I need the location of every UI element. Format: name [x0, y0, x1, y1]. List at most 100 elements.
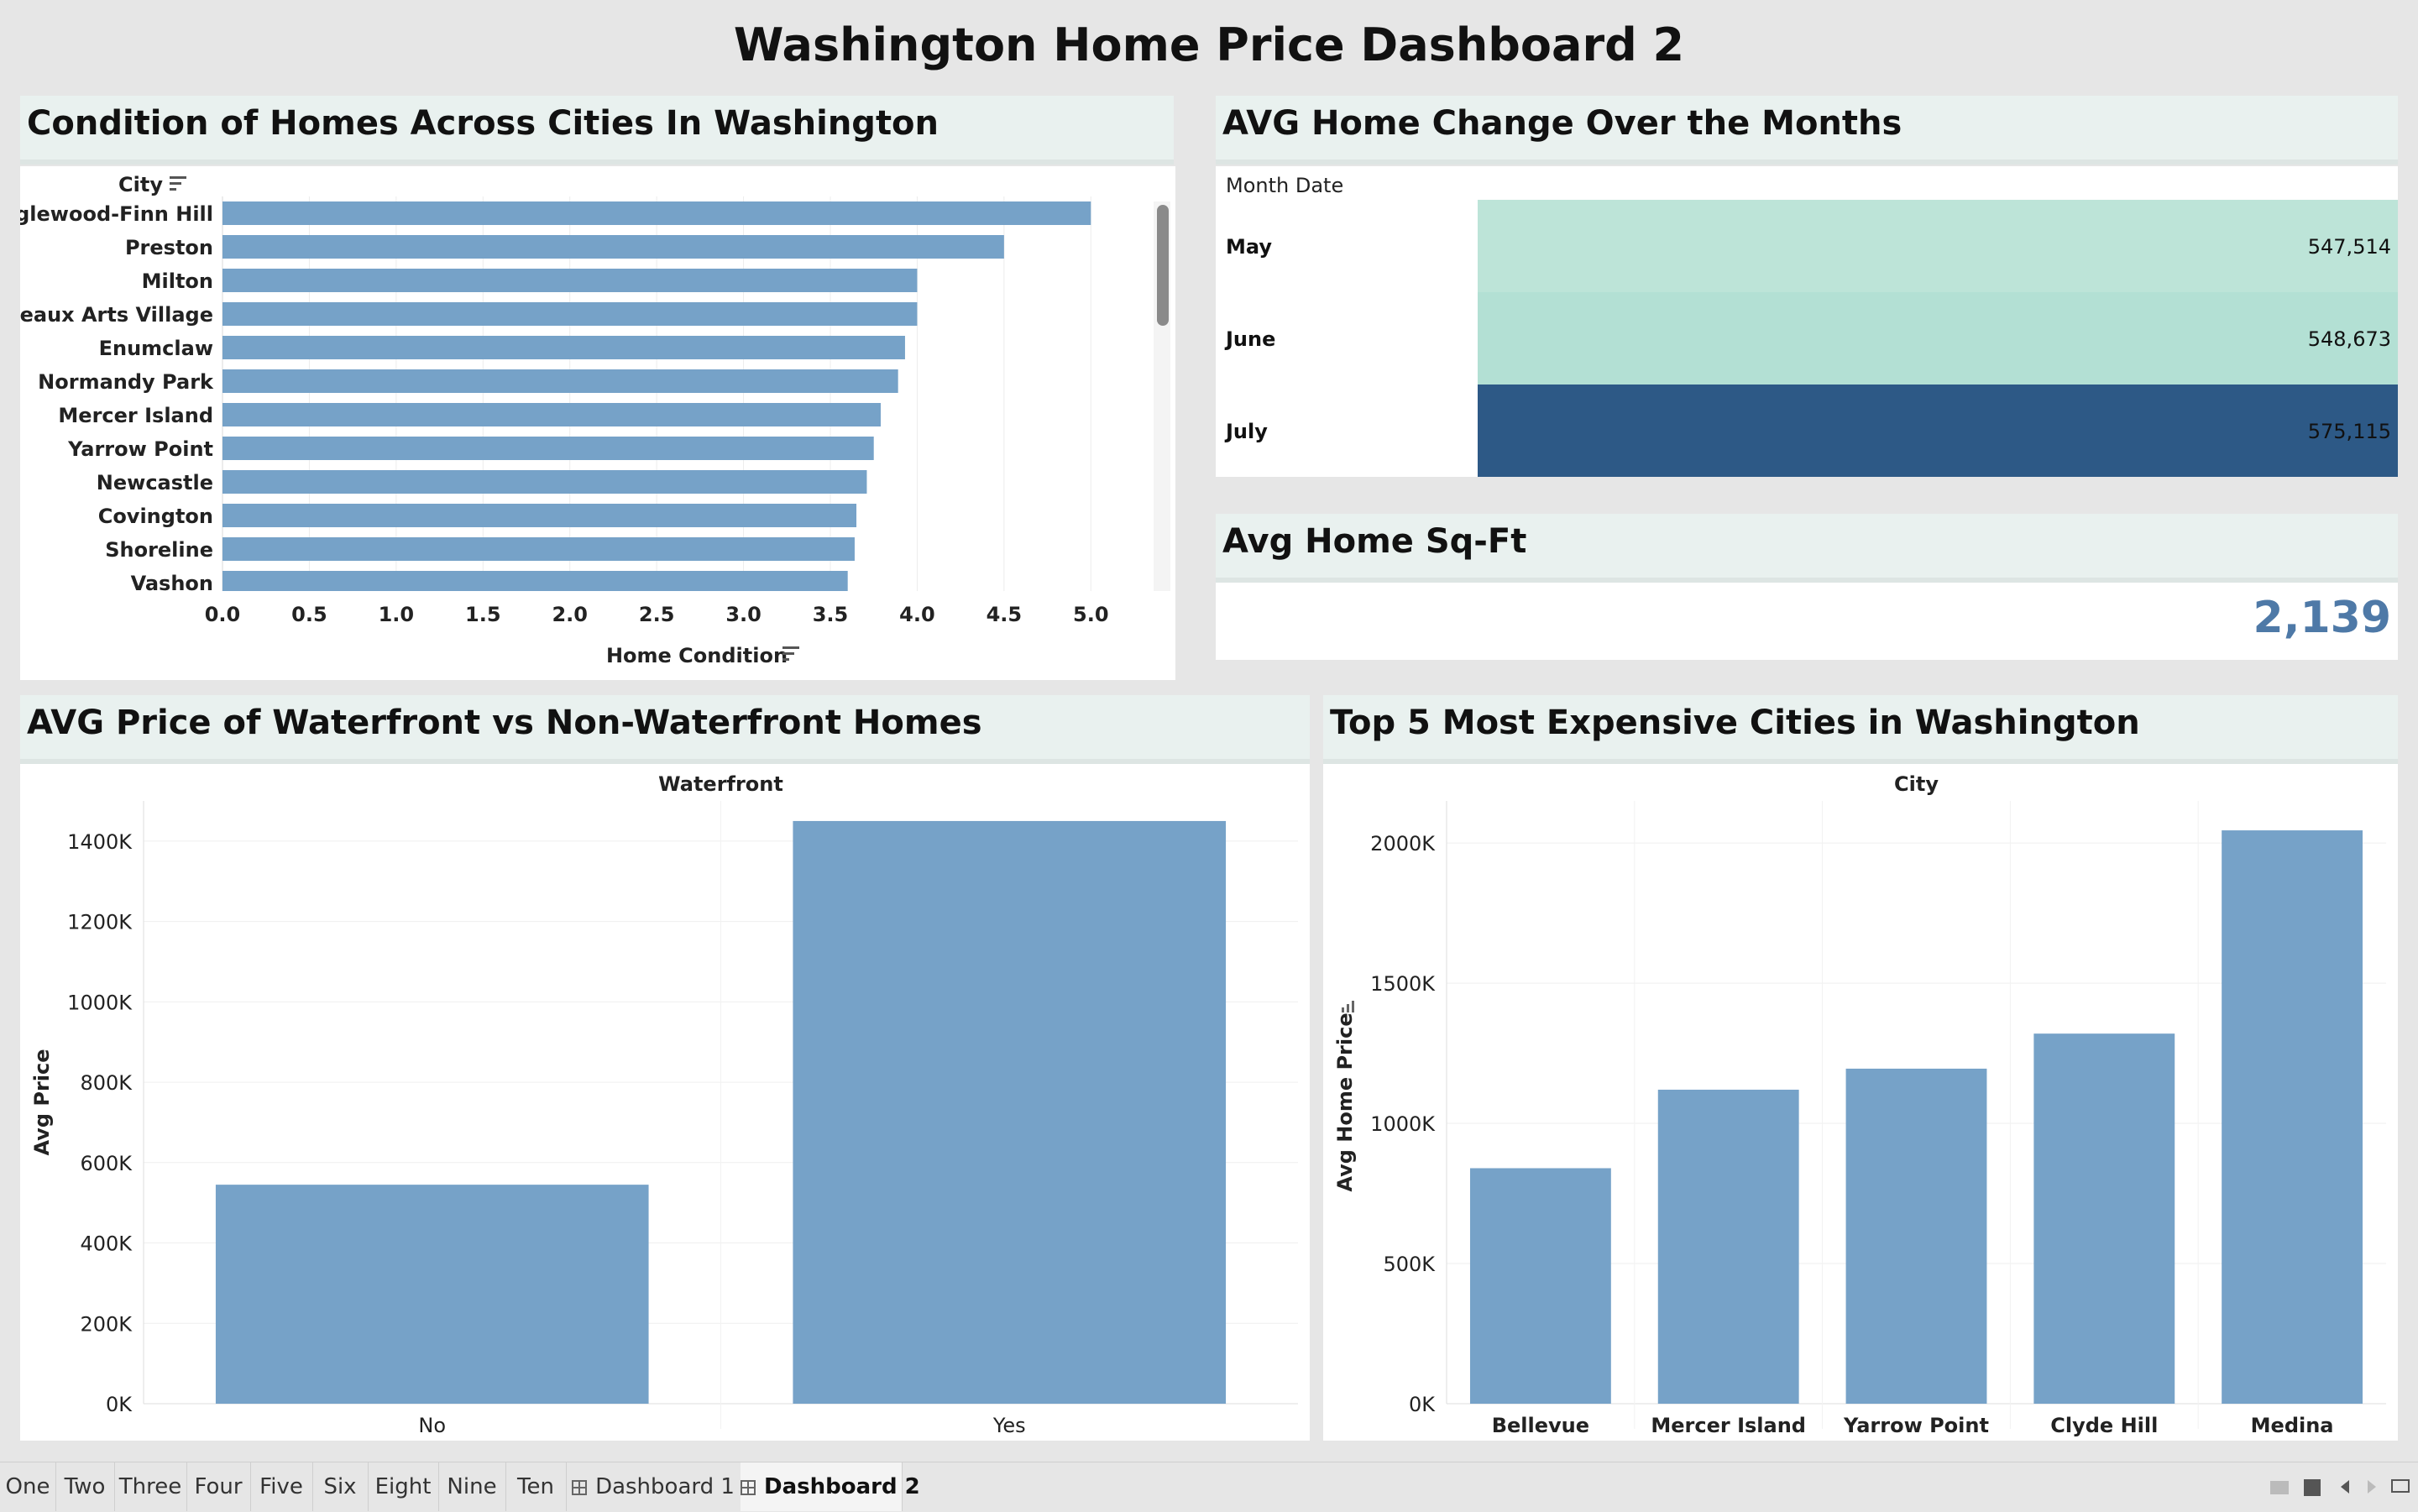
condition-x-axis-label: Home Condition [606, 644, 788, 667]
sheet-tab[interactable]: One [0, 1462, 56, 1511]
waterfront-bar[interactable] [215, 1185, 649, 1404]
sheet-tab[interactable]: Six [312, 1462, 369, 1511]
condition-row-header: City [118, 173, 163, 196]
condition-bar[interactable] [222, 470, 867, 494]
condition-scrollbar-thumb[interactable] [1157, 205, 1169, 326]
sheet-tab[interactable]: Dashboard 2 [741, 1462, 920, 1511]
next-sheet-icon[interactable] [2368, 1480, 2376, 1494]
waterfront-y-axis-label: Avg Price [30, 1049, 54, 1155]
sheet-tab[interactable]: Eight [368, 1462, 439, 1511]
top5-y-axis-label: Avg Home Price [1333, 1012, 1357, 1191]
sqft-panel-header: Avg Home Sq-Ft [1216, 514, 2398, 583]
grid-view-icon[interactable] [2270, 1481, 2289, 1494]
top5-column-header: City [1894, 772, 1939, 796]
waterfront-panel-title: AVG Price of Waterfront vs Non-Waterfron… [27, 704, 982, 742]
waterfront-bar[interactable] [793, 820, 1227, 1404]
condition-city-label: Inglewood-Finn Hill [20, 202, 213, 226]
condition-x-tick: 4.0 [899, 603, 935, 626]
single-view-icon[interactable] [2304, 1479, 2321, 1496]
condition-x-tick: 1.5 [465, 603, 501, 626]
top5-category-label: Yarrow Point [1843, 1414, 1989, 1437]
sheet-tab[interactable]: Ten [505, 1462, 567, 1511]
condition-city-label: Covington [98, 505, 213, 528]
monthly-value-label: 575,115 [2308, 420, 2391, 443]
sheet-tab-label: Five [259, 1474, 303, 1499]
condition-x-tick: 3.5 [813, 603, 849, 626]
prev-sheet-icon[interactable] [2341, 1480, 2349, 1494]
sort-bars-icon[interactable] [1342, 1001, 1354, 1012]
condition-city-label: Yarrow Point [67, 437, 213, 461]
top5-y-tick: 2000K [1370, 832, 1436, 855]
condition-city-sort-icon[interactable] [170, 176, 186, 191]
condition-bar[interactable] [222, 201, 1091, 225]
condition-bars: Inglewood-Finn Hill Preston Milton Beaux Ar… [20, 201, 1091, 595]
monthly-value-cell[interactable] [1478, 385, 2398, 477]
top5-category-label: Clyde Hill [2050, 1414, 2158, 1437]
sqft-panel-title: Avg Home Sq-Ft [1222, 522, 1527, 561]
sheet-tab[interactable]: Five [250, 1462, 313, 1511]
monthly-panel-title: AVG Home Change Over the Months [1222, 104, 1902, 143]
monthly-value-cell[interactable] [1478, 292, 2398, 385]
condition-bar-chart: City Inglewood-Finn Hill Preston Milton Beau… [20, 173, 1170, 667]
sheet-tab-label: Three [118, 1474, 182, 1499]
condition-bar[interactable] [222, 571, 848, 594]
waterfront-y-tick: 1400K [67, 830, 133, 854]
condition-bar[interactable] [222, 269, 918, 292]
top5-category-label: Bellevue [1492, 1414, 1589, 1437]
top5-bar[interactable] [2033, 1033, 2175, 1404]
sheet-tab-label: Dashboard 2 [764, 1474, 920, 1499]
waterfront-y-tick: 600K [80, 1152, 133, 1175]
waterfront-category-label: No [418, 1414, 446, 1437]
presentation-mode-icon[interactable] [2391, 1479, 2410, 1493]
condition-bar[interactable] [222, 235, 1004, 259]
waterfront-y-tick: 0K [106, 1393, 133, 1416]
condition-bar[interactable] [222, 437, 874, 460]
sheet-tab[interactable]: Four [186, 1462, 251, 1511]
sheet-tab[interactable]: Dashboard 1 [566, 1462, 741, 1511]
condition-bar[interactable] [222, 403, 881, 426]
monthly-value-label: 548,673 [2308, 327, 2391, 351]
top5-bar[interactable] [1657, 1089, 1799, 1404]
condition-bar[interactable] [222, 336, 905, 359]
sheet-tab-label: Two [64, 1474, 106, 1499]
condition-bar[interactable] [222, 369, 898, 393]
sheet-tab-label: Four [194, 1474, 243, 1499]
sheet-tab-label: Dashboard 1 [595, 1474, 735, 1499]
condition-bar[interactable] [222, 302, 918, 326]
monthly-value-cell[interactable] [1478, 200, 2398, 292]
monthly-row-header-cell [1216, 200, 1478, 292]
condition-axis-sort-icon[interactable] [782, 646, 799, 661]
condition-panel-title: Condition of Homes Across Cities In Wash… [27, 104, 939, 143]
sheet-tab[interactable]: Nine [438, 1462, 506, 1511]
sqft-kpi-value: 2,139 [2253, 593, 2391, 643]
top5-y-tick: 0K [1409, 1393, 1436, 1416]
condition-x-tick: 3.0 [725, 603, 762, 626]
top5-y-tick: 500K [1383, 1253, 1436, 1276]
condition-city-label: Vashon [131, 572, 213, 595]
sqft-kpi-panel: 2,139 [1216, 583, 2398, 660]
waterfront-panel-header: AVG Price of Waterfront vs Non-Waterfron… [20, 695, 1310, 764]
condition-x-tick: 2.5 [639, 603, 675, 626]
condition-city-label: Normandy Park [38, 370, 214, 394]
top5-bar[interactable] [2222, 830, 2363, 1404]
sheet-tab-label: Nine [447, 1474, 497, 1499]
dashboard-title: Washington Home Price Dashboard 2 [733, 18, 1685, 71]
sheet-tab[interactable]: Three [114, 1462, 187, 1511]
waterfront-bar-chart: Waterfront 0K 200K 400K 600K 800K 1000K 1200K 14… [30, 772, 1298, 1437]
condition-city-label: Shoreline [105, 538, 213, 562]
top5-bar[interactable] [1845, 1068, 1987, 1404]
monthly-row-header-cell [1216, 385, 1478, 477]
sheet-tab-label: Eight [374, 1474, 432, 1499]
monthly-row-label: June [1224, 327, 1275, 351]
condition-x-tick: 5.0 [1073, 603, 1109, 626]
waterfront-y-tick: 200K [80, 1312, 133, 1336]
condition-x-tick: 0.0 [205, 603, 241, 626]
waterfront-column-header: Waterfront [658, 772, 783, 796]
top5-category-label: Medina [2251, 1414, 2334, 1437]
top5-bar[interactable] [1469, 1168, 1611, 1404]
condition-bar[interactable] [222, 504, 857, 527]
waterfront-y-tick: 800K [80, 1071, 133, 1095]
sheet-tab-label: Six [323, 1474, 357, 1499]
condition-bar[interactable] [222, 537, 855, 561]
sheet-tab[interactable]: Two [55, 1462, 115, 1511]
